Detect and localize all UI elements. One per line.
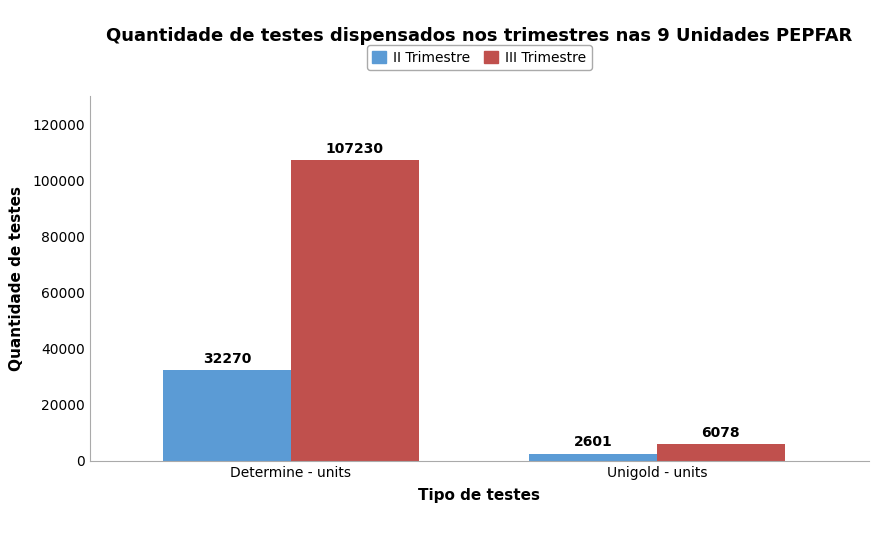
Bar — [163, 370, 291, 461]
Text: 107230: 107230 — [326, 142, 383, 156]
Text: 32270: 32270 — [202, 352, 251, 366]
Bar — [657, 444, 785, 461]
Bar — [529, 453, 657, 461]
Legend: II Trimestre, III Trimestre: II Trimestre, III Trimestre — [366, 45, 592, 70]
Y-axis label: Quantidade de testes: Quantidade de testes — [9, 186, 24, 371]
Title: Quantidade de testes dispensados nos trimestres nas 9 Unidades PEPFAR: Quantidade de testes dispensados nos tri… — [107, 27, 852, 45]
Text: 6078: 6078 — [702, 426, 740, 440]
Text: 2601: 2601 — [573, 435, 612, 450]
X-axis label: Tipo de testes: Tipo de testes — [418, 488, 540, 503]
Bar — [291, 160, 419, 461]
